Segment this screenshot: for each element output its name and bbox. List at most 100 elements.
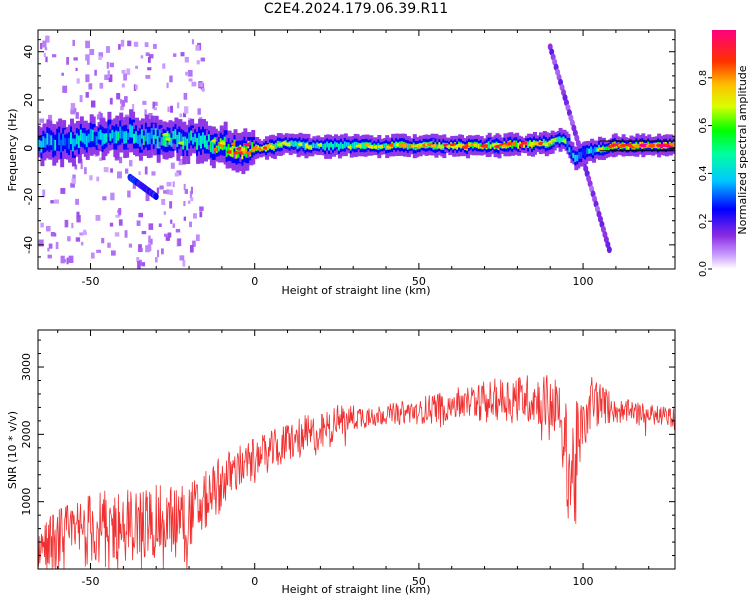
snr-frame bbox=[37, 329, 676, 570]
spectrogram-speckle bbox=[72, 39, 75, 46]
spectrogram-speckle bbox=[144, 109, 147, 117]
spectrogram-speckle bbox=[145, 52, 150, 57]
spectrogram-speckle bbox=[124, 96, 128, 103]
colorbar-tick-label: 0.2 bbox=[698, 213, 709, 229]
spectrogram-ticks: -50 0 50 100 -40 -20 0 20 40 bbox=[22, 30, 675, 288]
spectrogram-speckle bbox=[197, 108, 201, 115]
spectrogram-speckle bbox=[148, 54, 154, 59]
spectrogram-speckle bbox=[104, 74, 110, 81]
spectrogram-speckle bbox=[199, 206, 204, 211]
snr-panel: -50 0 50 100 1000 2000 3000 Height of straight… bbox=[6, 329, 676, 596]
spectrogram-speckle bbox=[107, 242, 111, 248]
spectrogram-speckle bbox=[43, 52, 46, 58]
spectrogram-speckle bbox=[85, 92, 89, 98]
spectrogram-speckle bbox=[96, 176, 100, 182]
spectrogram-speckle bbox=[110, 192, 115, 201]
spectrogram-speckle bbox=[118, 219, 123, 226]
spectrogram-speckle bbox=[42, 189, 46, 197]
spectrogram-speckle bbox=[141, 230, 147, 235]
y-tick-label: 1000 bbox=[20, 488, 33, 516]
spectrogram-speckle bbox=[177, 238, 182, 247]
spectrogram-speckle bbox=[161, 198, 166, 205]
spectrogram-streak bbox=[153, 193, 159, 201]
spectrogram-speckle bbox=[138, 171, 141, 175]
x-tick-label: 0 bbox=[251, 575, 258, 588]
spectrogram-speckle bbox=[131, 104, 135, 112]
spectrogram-speckle bbox=[117, 171, 122, 179]
spectrogram-speckle bbox=[103, 167, 109, 173]
spectrogram-speckle bbox=[196, 60, 200, 65]
spectrogram-speckle bbox=[66, 257, 69, 265]
spectrogram-speckle bbox=[170, 219, 173, 224]
spectrogram-speckle bbox=[79, 232, 84, 236]
spectrogram-speckle bbox=[183, 201, 186, 207]
spectrogram-speckle bbox=[183, 92, 188, 100]
spectrogram-speckle bbox=[95, 214, 101, 221]
spectrogram-speckle bbox=[55, 241, 59, 250]
spectrogram-speckle bbox=[190, 245, 194, 253]
spectrogram-y-label: Frequency (Hz) bbox=[6, 109, 19, 192]
spectrogram-speckle bbox=[199, 82, 204, 88]
spectrogram-x-label: Height of straight line (km) bbox=[281, 284, 430, 297]
spectrogram-speckle bbox=[54, 199, 59, 204]
spectrogram-speckle bbox=[167, 106, 170, 113]
spectrogram-speckle bbox=[156, 187, 160, 194]
spectrogram-speckle bbox=[44, 47, 48, 51]
spectrogram-speckle bbox=[188, 200, 191, 204]
spectrogram-speckle bbox=[123, 73, 128, 81]
figure-title: C2E4.2024.179.06.39.R11 bbox=[263, 1, 449, 17]
spectrogram-speckle bbox=[185, 71, 189, 76]
spectrogram-speckle bbox=[132, 183, 137, 189]
spectrogram-speckle bbox=[144, 42, 149, 48]
spectrogram-speckle bbox=[140, 55, 144, 59]
spectrogram-speckle bbox=[172, 181, 175, 188]
spectrogram-speckle bbox=[100, 112, 103, 120]
spectrogram-speckle bbox=[187, 70, 193, 77]
spectrogram-speckle bbox=[191, 81, 197, 87]
spectrogram-speckle bbox=[105, 46, 111, 53]
x-tick-label: -50 bbox=[82, 275, 100, 288]
spectrogram-speckle bbox=[70, 182, 75, 188]
colorbar-tick-label: 0.0 bbox=[698, 261, 709, 277]
spectrogram-speckle bbox=[98, 157, 103, 161]
spectrogram-speckle bbox=[162, 63, 166, 69]
spectrogram-speckle bbox=[184, 106, 189, 114]
spectrogram-speckle bbox=[169, 201, 173, 209]
spectrogram-speckle bbox=[141, 262, 146, 267]
spectrogram-speckle bbox=[47, 254, 52, 259]
snr-plot-area bbox=[38, 375, 675, 569]
spectrogram-speckle bbox=[98, 52, 104, 58]
spectrogram-speckle bbox=[120, 106, 124, 111]
spectrogram-frame bbox=[37, 29, 676, 270]
spectrogram-speckle bbox=[91, 252, 95, 259]
spectrogram-speckle bbox=[148, 235, 151, 244]
spectrogram-speckle bbox=[148, 56, 151, 63]
spectrogram-speckle bbox=[88, 83, 93, 90]
spectrogram-speckle bbox=[145, 245, 150, 253]
spectrogram-speckle bbox=[42, 40, 47, 48]
spectrogram-speckle bbox=[170, 162, 175, 169]
spectrogram-speckle bbox=[195, 45, 200, 51]
spectrogram-speckle bbox=[201, 87, 205, 92]
spectrogram-panel: -50 0 50 100 -40 -20 0 20 40 Height of straight … bbox=[6, 29, 676, 297]
spectrogram-speckle bbox=[76, 215, 81, 223]
colorbar-tick-label: 0.8 bbox=[698, 70, 709, 86]
spectrogram-speckle bbox=[153, 107, 157, 111]
spectrogram-speckle bbox=[80, 241, 84, 246]
spectrogram-speckle bbox=[120, 39, 125, 47]
spectrogram-speckle bbox=[96, 249, 102, 253]
spectrogram-speckle bbox=[84, 167, 87, 175]
spectrogram-speckle bbox=[121, 70, 126, 74]
spectrogram-speckle bbox=[191, 39, 194, 45]
spectrogram-speckle bbox=[61, 72, 64, 76]
spectrogram-speckle bbox=[101, 237, 105, 244]
spectrogram-speckle bbox=[190, 197, 194, 202]
spectrogram-speckle bbox=[106, 61, 109, 69]
spectrogram-speckle bbox=[174, 172, 180, 177]
y-tick-label: 2000 bbox=[20, 420, 33, 448]
spectrogram-speckle bbox=[169, 75, 173, 83]
spectrogram-speckle bbox=[126, 68, 131, 75]
colorbar-gradient bbox=[712, 30, 736, 269]
spectrogram-speckle bbox=[107, 70, 110, 78]
spectrogram-speckle bbox=[110, 168, 113, 173]
